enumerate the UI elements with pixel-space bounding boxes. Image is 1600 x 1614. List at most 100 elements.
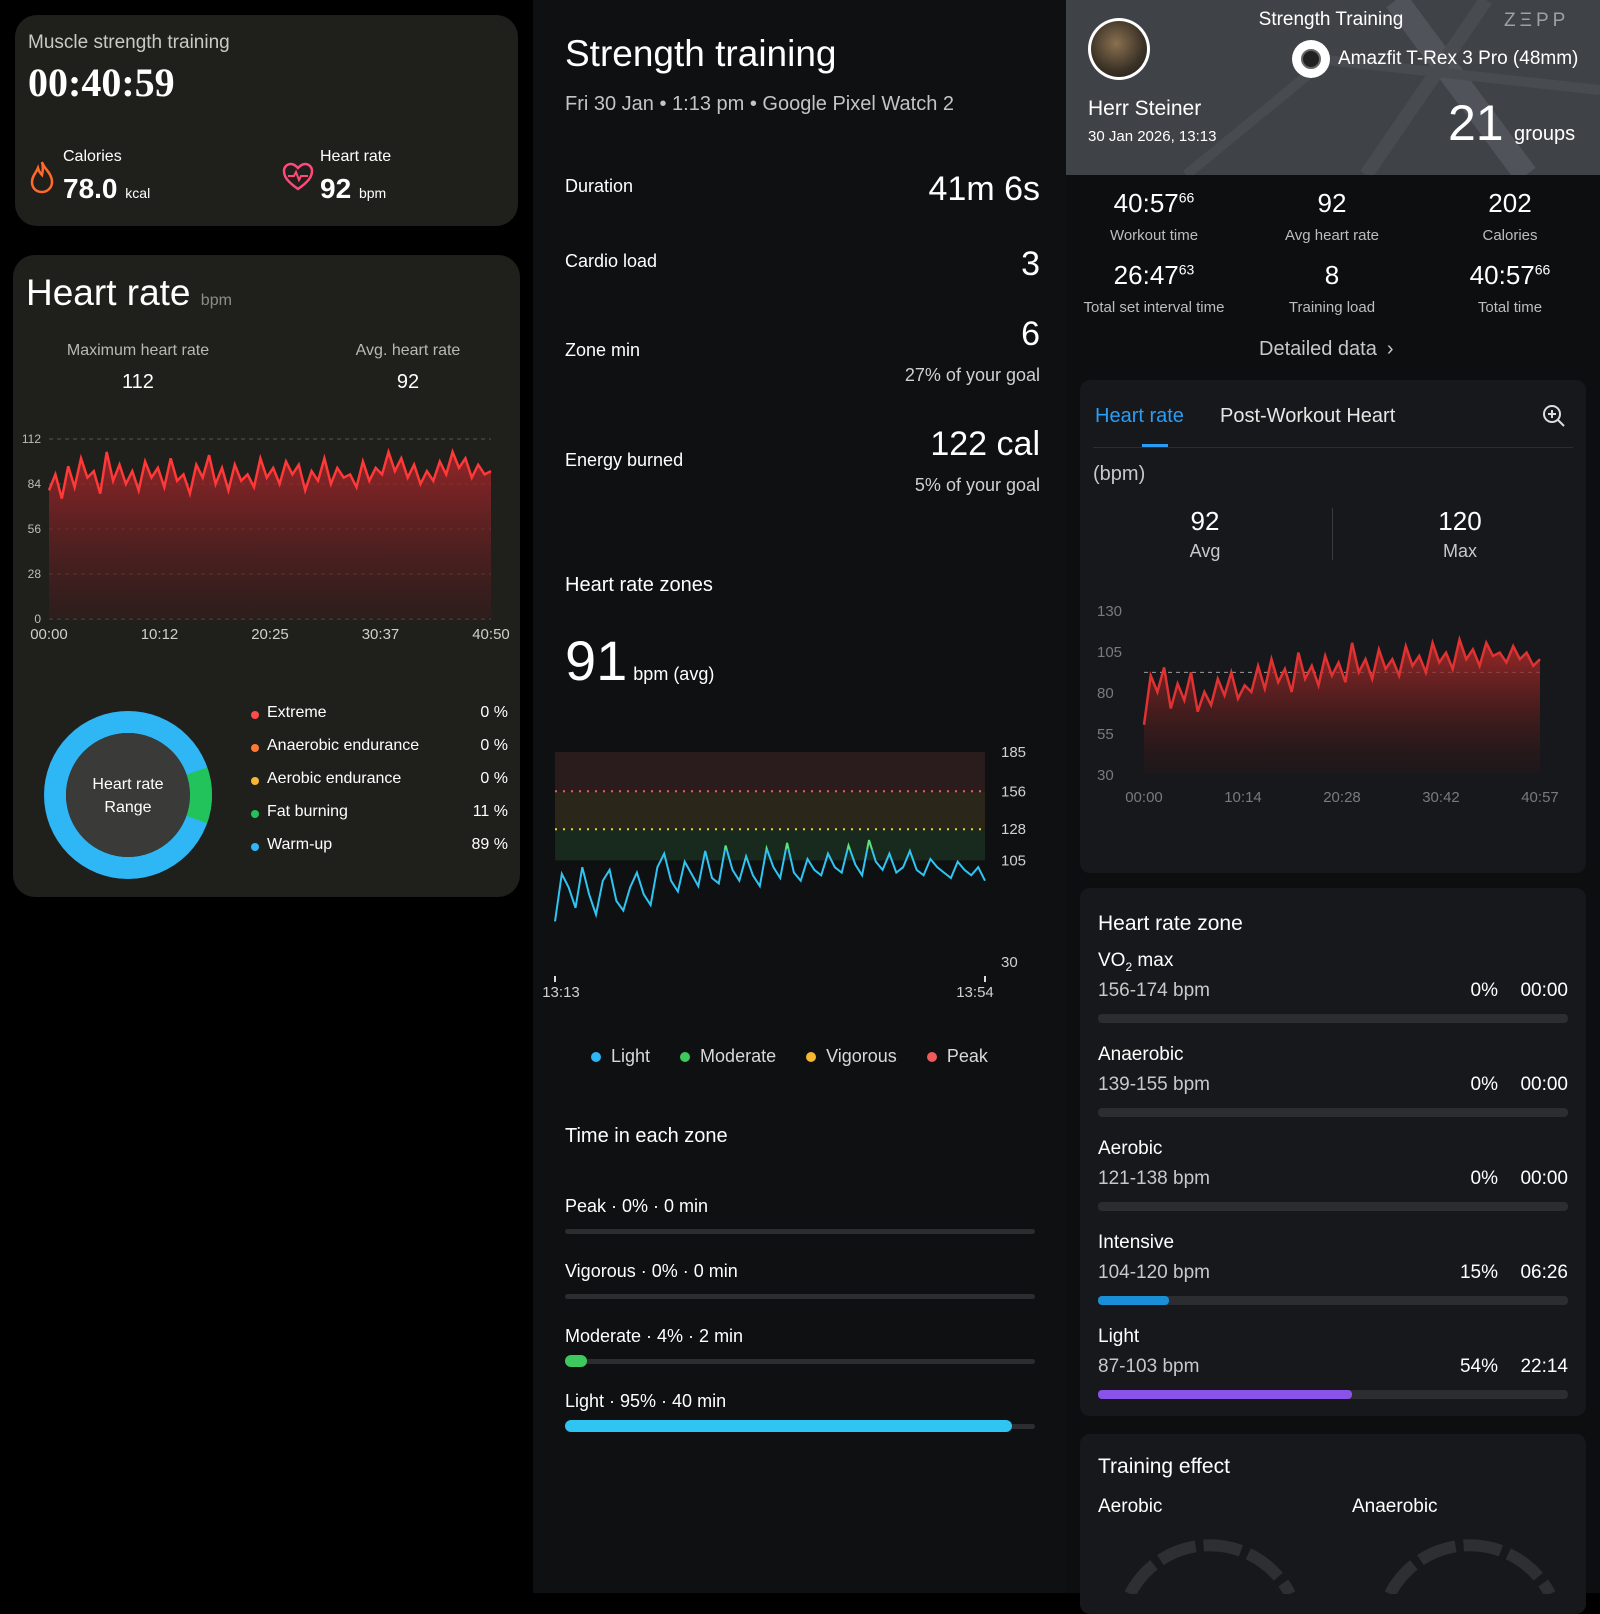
y-tick-label: 80 (1097, 685, 1114, 702)
summary-stat-value: 92 (1242, 188, 1422, 219)
stat-sub: 27% of your goal (904, 365, 1040, 385)
detailed-data-link[interactable]: Detailed data › (1259, 338, 1394, 360)
zone-range: 87-103 bpm (1098, 1356, 1200, 1377)
x-tick-label: 20:28 (1323, 789, 1361, 806)
stat-main: 202 (1488, 188, 1532, 218)
legend-label: Moderate (700, 1046, 777, 1066)
heart-rate-zone-card: Heart rate zone VO2 max 156-174 bpm 0% 00:0… (1080, 888, 1586, 1416)
zone-name-text: Anaerobic (1098, 1044, 1184, 1065)
y-tick-label: 112 (22, 432, 41, 446)
zone-range: 156-174 bpm (1098, 980, 1210, 1001)
zone-name: VO2 max (1098, 950, 1173, 974)
heart-rate-label: Heart rate (320, 148, 392, 165)
zone-chart-legend: Light Moderate Vigorous Peak (591, 1046, 1018, 1067)
header-map: Strength Training ZΞPP Amazfit T-Rex 3 P… (1066, 0, 1600, 175)
groups-unit: groups (1514, 123, 1576, 145)
y-tick-label: 105 (1097, 644, 1122, 661)
zone-bar (1098, 1390, 1568, 1399)
avatar[interactable] (1088, 18, 1150, 80)
avg-hr-value: 92 (396, 371, 420, 393)
zone-dot (251, 843, 259, 851)
zone-dot (251, 777, 259, 785)
tab-heart-rate[interactable]: Heart rate (1095, 405, 1184, 427)
zone-dot (251, 711, 259, 719)
summary-stat-label: Total set interval time (1083, 299, 1225, 316)
x-tick-label: 30:37 (362, 626, 400, 643)
x-tick-label: 00:00 (30, 626, 68, 643)
stat-sup: 63 (1178, 261, 1195, 278)
time-zone-label: Moderate · 4% · 2 min (565, 1326, 744, 1346)
chevron-right-icon: › (1386, 338, 1394, 360)
zones-title: Heart rate zones (565, 574, 713, 596)
summary-stat-value: 26:4763 (1064, 260, 1244, 291)
calories-label: Calories (63, 148, 122, 165)
workout-duration: 00:40:59 (28, 60, 175, 105)
stat-value: 3 (1021, 245, 1040, 283)
zone-bar (1098, 1108, 1568, 1117)
zone-bar-fill (1098, 1296, 1169, 1305)
zone-percent: 0 % (480, 704, 508, 721)
zone-bar-fill (1098, 1390, 1352, 1399)
heart-rate-card: Heart rate bpm Maximum heart rate 112 Av… (13, 255, 520, 897)
stat-label: Energy burned (565, 450, 684, 470)
zone-range: 139-155 bpm (1098, 1074, 1210, 1095)
summary-stat-label: Avg heart rate (1285, 227, 1379, 244)
zone-time: 00:00 (1520, 980, 1568, 1001)
right-heart-rate-chart[interactable]: 30 55 80 105 130 00:00 10:14 20:28 30:42 40:57 (1080, 602, 1586, 842)
stat-label: Zone min (565, 340, 641, 360)
hr-line (47, 447, 492, 499)
y-tick-label: 28 (28, 567, 42, 581)
zone-percent: 0% (1470, 1074, 1498, 1095)
y-tick-label: 130 (1097, 603, 1122, 620)
zoom-in-icon[interactable] (1542, 404, 1566, 428)
heart-rate-chart[interactable]: 0 28 56 84 112 00:00 10:12 20:25 30:37 40:50 (13, 425, 520, 655)
legend-label: Peak (946, 1046, 988, 1066)
chart-unit-label: (bpm) (1093, 463, 1146, 485)
summary-stat-value: 40:5766 (1064, 188, 1244, 219)
heart-rate-value: 92 bpm (320, 173, 387, 204)
flame-icon (30, 161, 54, 194)
zone-name: Fat burning (267, 803, 348, 820)
time-zone-label: Peak · 0% · 0 min (565, 1196, 709, 1216)
time-zone-label: Light · 95% · 40 min (565, 1391, 727, 1411)
zone-legend-item: Anaerobic endurance 0 % (243, 737, 508, 770)
zone-name: Light (1098, 1326, 1139, 1348)
y-tick-label: 156 (1001, 783, 1026, 800)
zone-name-text: Aerobic (1098, 1138, 1163, 1159)
zone-name-sub: 2 (1125, 959, 1133, 974)
anaerobic-gauge (1384, 1539, 1556, 1594)
max-hr-label: Maximum heart rate (66, 342, 210, 359)
summary-stat-value: 8 (1242, 260, 1422, 291)
summary-stat-label: Total time (1477, 299, 1543, 316)
zone-percent: 0 % (480, 770, 508, 787)
training-effect-gauges (1124, 1539, 1556, 1594)
stat-main: 92 (1317, 188, 1347, 218)
y-tick-label: 55 (1097, 726, 1114, 743)
zone-name: Aerobic endurance (267, 770, 402, 787)
zone-time: 00:00 (1520, 1074, 1568, 1095)
x-tick-label: 00:00 (1125, 789, 1163, 806)
training-effect-title: Training effect (1098, 1455, 1230, 1478)
hr-line (1142, 634, 1541, 725)
workout-date: 30 Jan 2026, 13:13 (1088, 128, 1217, 145)
zone-percent: 89 % (471, 836, 508, 853)
time-zone-title: Time in each zone (565, 1125, 728, 1147)
y-tick-label: 128 (1001, 821, 1026, 838)
stat-value: 41m 6s (928, 170, 1041, 208)
x-tick-label: 30:42 (1422, 789, 1460, 806)
tab-post-workout-heart[interactable]: Post-Workout Heart (1220, 405, 1396, 427)
zone-name: Anaerobic (1098, 1044, 1184, 1066)
time-zone-bar (565, 1294, 1035, 1299)
zone-legend-item: Warm-up 89 % (243, 836, 508, 869)
zone-card-title: Heart rate zone (1098, 912, 1243, 935)
summary-stat-label: Training load (1288, 299, 1376, 316)
zone-bar (1098, 1014, 1568, 1023)
workout-summary-card[interactable]: Muscle strength training 00:40:59 Calori… (15, 15, 518, 226)
legend-dot (926, 1052, 937, 1062)
stat-sub: 5% of your goal (914, 475, 1040, 495)
zone-name: Aerobic (1098, 1138, 1162, 1160)
zone-chart[interactable]: 30 105 128 156 185 13:13 13:54 (533, 740, 1066, 1020)
stat-main: 40:57 (1469, 260, 1535, 290)
zone-name-text: Intensive (1098, 1232, 1175, 1253)
hr-area (49, 451, 491, 619)
